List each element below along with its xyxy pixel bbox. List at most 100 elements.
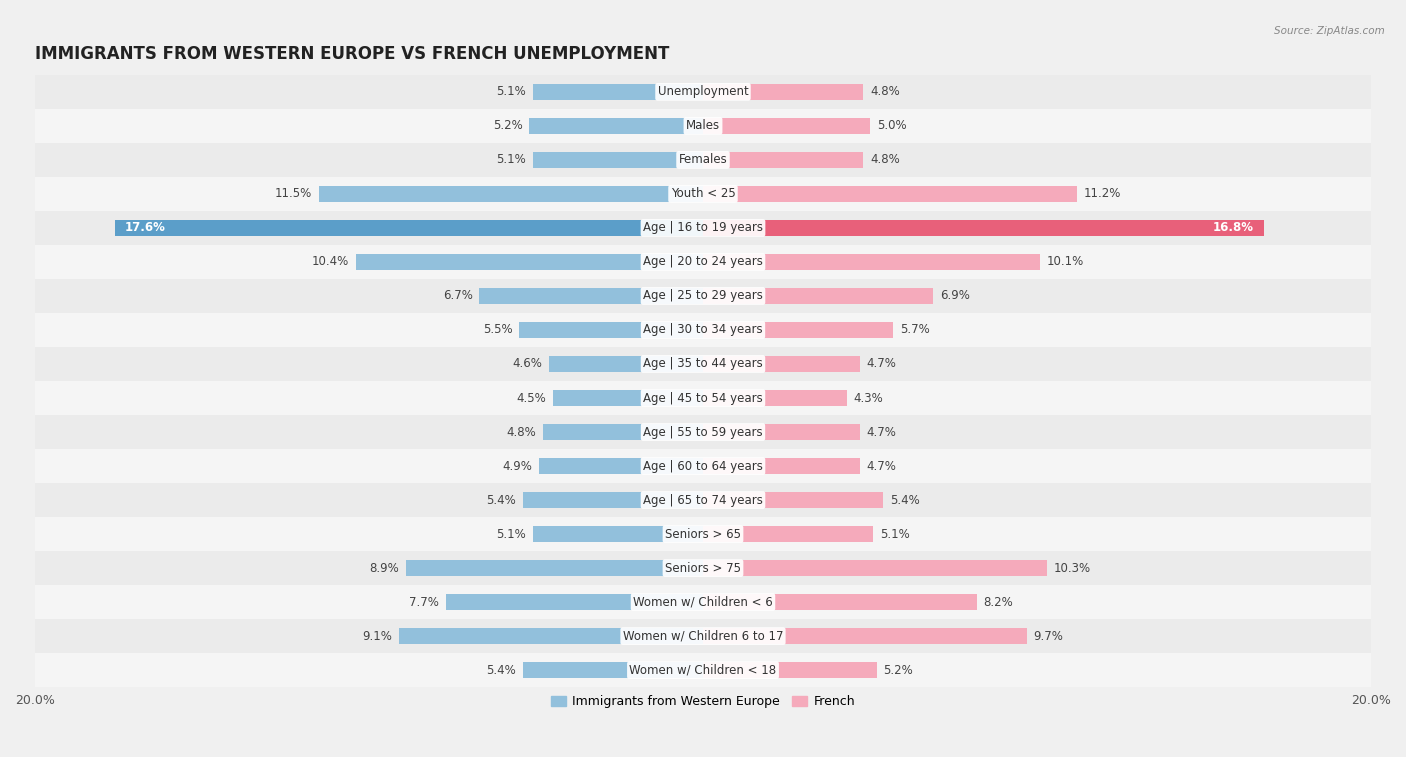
Bar xyxy=(703,186,1077,201)
Bar xyxy=(35,653,1371,687)
Text: 5.4%: 5.4% xyxy=(486,664,516,677)
Text: 11.5%: 11.5% xyxy=(276,188,312,201)
Bar xyxy=(533,526,703,542)
Bar xyxy=(533,84,703,99)
Text: Age | 25 to 29 years: Age | 25 to 29 years xyxy=(643,289,763,303)
Text: Age | 35 to 44 years: Age | 35 to 44 years xyxy=(643,357,763,370)
Text: 5.2%: 5.2% xyxy=(494,120,523,132)
Text: Youth < 25: Youth < 25 xyxy=(671,188,735,201)
Text: Females: Females xyxy=(679,154,727,167)
Legend: Immigrants from Western Europe, French: Immigrants from Western Europe, French xyxy=(546,690,860,713)
Bar xyxy=(35,143,1371,177)
Text: 5.1%: 5.1% xyxy=(496,86,526,98)
Text: Women w/ Children < 6: Women w/ Children < 6 xyxy=(633,596,773,609)
Bar xyxy=(35,109,1371,143)
Bar xyxy=(703,152,863,167)
Text: 9.1%: 9.1% xyxy=(363,630,392,643)
Bar xyxy=(519,322,703,338)
Text: Women w/ Children < 18: Women w/ Children < 18 xyxy=(630,664,776,677)
Text: 5.2%: 5.2% xyxy=(883,664,912,677)
Bar xyxy=(35,449,1371,483)
Text: 4.8%: 4.8% xyxy=(506,425,536,438)
Bar xyxy=(35,75,1371,109)
Bar xyxy=(703,357,860,372)
Bar xyxy=(703,560,1047,576)
Bar xyxy=(703,84,863,99)
Bar xyxy=(550,357,703,372)
Bar xyxy=(406,560,703,576)
Bar xyxy=(703,526,873,542)
Bar xyxy=(35,279,1371,313)
Text: 16.8%: 16.8% xyxy=(1213,222,1254,235)
Bar xyxy=(35,347,1371,381)
Text: 4.8%: 4.8% xyxy=(870,86,900,98)
Text: Unemployment: Unemployment xyxy=(658,86,748,98)
Text: 10.3%: 10.3% xyxy=(1053,562,1091,575)
Text: 4.7%: 4.7% xyxy=(866,425,897,438)
Text: 11.2%: 11.2% xyxy=(1084,188,1121,201)
Text: 6.9%: 6.9% xyxy=(941,289,970,303)
Bar xyxy=(533,152,703,167)
Text: 5.4%: 5.4% xyxy=(486,494,516,506)
Bar xyxy=(529,118,703,133)
Bar xyxy=(703,425,860,440)
Text: 5.1%: 5.1% xyxy=(880,528,910,540)
Bar xyxy=(479,288,703,304)
Text: Males: Males xyxy=(686,120,720,132)
Text: 4.9%: 4.9% xyxy=(503,459,533,472)
Bar xyxy=(35,415,1371,449)
Text: IMMIGRANTS FROM WESTERN EUROPE VS FRENCH UNEMPLOYMENT: IMMIGRANTS FROM WESTERN EUROPE VS FRENCH… xyxy=(35,45,669,64)
Bar xyxy=(35,585,1371,619)
Bar xyxy=(35,551,1371,585)
Text: Age | 60 to 64 years: Age | 60 to 64 years xyxy=(643,459,763,472)
Bar xyxy=(319,186,703,201)
Text: Source: ZipAtlas.com: Source: ZipAtlas.com xyxy=(1274,26,1385,36)
Bar xyxy=(703,322,893,338)
Text: 5.1%: 5.1% xyxy=(496,528,526,540)
Bar xyxy=(703,594,977,609)
Text: 10.4%: 10.4% xyxy=(312,255,349,269)
Bar xyxy=(523,492,703,508)
Bar xyxy=(703,288,934,304)
Bar xyxy=(703,254,1040,269)
Text: 4.5%: 4.5% xyxy=(516,391,546,404)
Text: Age | 55 to 59 years: Age | 55 to 59 years xyxy=(643,425,763,438)
Text: 8.9%: 8.9% xyxy=(370,562,399,575)
Text: 4.8%: 4.8% xyxy=(870,154,900,167)
Bar xyxy=(703,118,870,133)
Text: 5.0%: 5.0% xyxy=(877,120,907,132)
Bar xyxy=(35,313,1371,347)
Text: Age | 16 to 19 years: Age | 16 to 19 years xyxy=(643,222,763,235)
Text: Age | 45 to 54 years: Age | 45 to 54 years xyxy=(643,391,763,404)
Bar xyxy=(35,619,1371,653)
Bar xyxy=(115,220,703,235)
Bar xyxy=(35,245,1371,279)
Text: 4.7%: 4.7% xyxy=(866,459,897,472)
Bar xyxy=(35,211,1371,245)
Bar xyxy=(356,254,703,269)
Text: 4.6%: 4.6% xyxy=(513,357,543,370)
Text: Seniors > 75: Seniors > 75 xyxy=(665,562,741,575)
Text: 5.1%: 5.1% xyxy=(496,154,526,167)
Text: 7.7%: 7.7% xyxy=(409,596,439,609)
Bar xyxy=(703,459,860,474)
Text: 8.2%: 8.2% xyxy=(984,596,1014,609)
Text: 5.7%: 5.7% xyxy=(900,323,929,336)
Text: Age | 30 to 34 years: Age | 30 to 34 years xyxy=(643,323,763,336)
Text: 5.4%: 5.4% xyxy=(890,494,920,506)
Bar xyxy=(553,391,703,406)
Bar xyxy=(35,381,1371,415)
Bar xyxy=(35,177,1371,211)
Bar xyxy=(399,628,703,643)
Text: Age | 65 to 74 years: Age | 65 to 74 years xyxy=(643,494,763,506)
Bar xyxy=(35,483,1371,517)
Bar xyxy=(703,220,1264,235)
Bar xyxy=(543,425,703,440)
Bar xyxy=(540,459,703,474)
Bar xyxy=(703,662,877,678)
Text: 5.5%: 5.5% xyxy=(484,323,513,336)
Text: 4.7%: 4.7% xyxy=(866,357,897,370)
Bar xyxy=(703,391,846,406)
Text: 9.7%: 9.7% xyxy=(1033,630,1063,643)
Text: Women w/ Children 6 to 17: Women w/ Children 6 to 17 xyxy=(623,630,783,643)
